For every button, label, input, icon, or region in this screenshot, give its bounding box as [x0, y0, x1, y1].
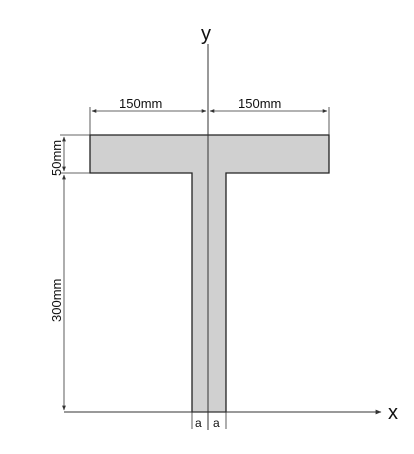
flange-width-dimension: 150mm 150mm — [89, 96, 330, 135]
dim-label-flange-left: 150mm — [119, 96, 162, 111]
dim-label-flange-thickness: 50mm — [49, 140, 64, 176]
y-axis-label: y — [201, 23, 211, 45]
dim-label-flange-right: 150mm — [238, 96, 281, 111]
dim-label-web-height: 300mm — [49, 279, 64, 322]
web-height-dimension: 300mm — [49, 174, 66, 411]
t-section-shape — [89, 134, 330, 413]
flange-thickness-dimension: 50mm — [49, 134, 90, 176]
web-width-dimension: a a — [191, 412, 227, 430]
web-half-label-left: a — [195, 416, 202, 430]
x-axis-label: x — [388, 402, 398, 424]
web-half-label-right: a — [213, 416, 220, 430]
